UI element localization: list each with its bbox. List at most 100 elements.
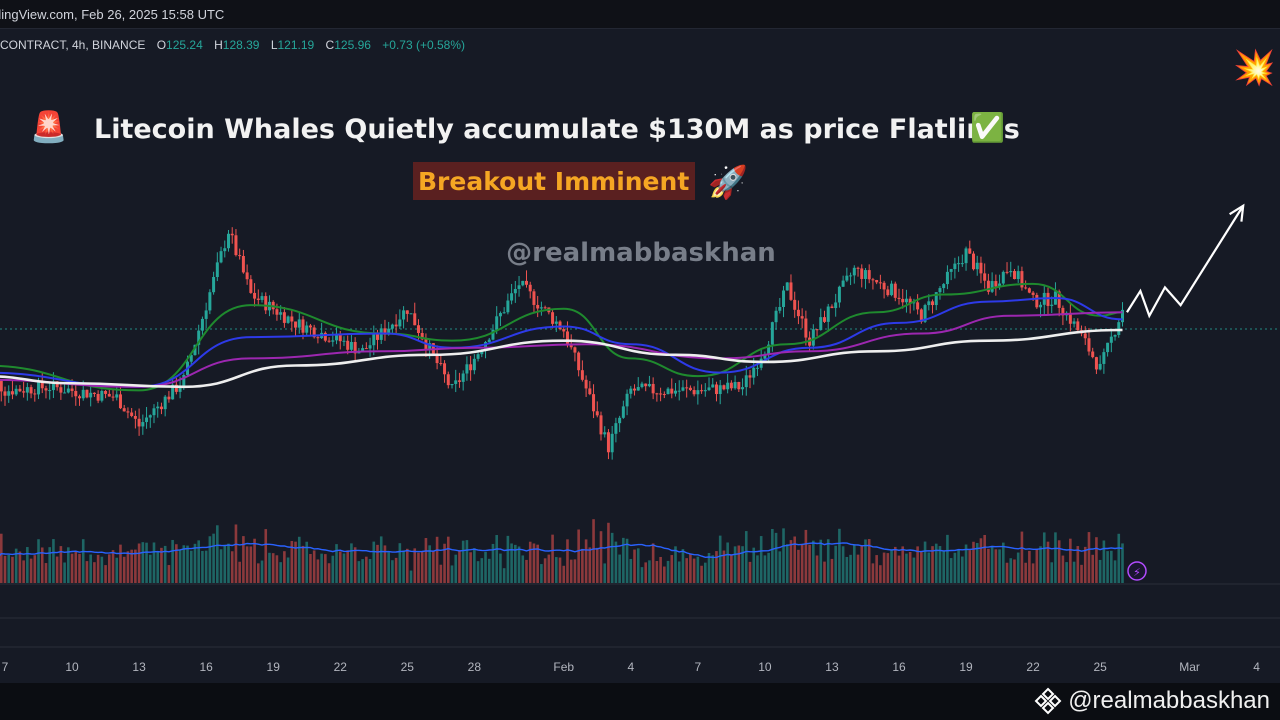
volume-bar-up xyxy=(555,557,558,583)
volume-bar-down xyxy=(394,557,398,583)
candle-up xyxy=(890,283,894,296)
candle-up xyxy=(603,432,607,435)
volume-bar-up xyxy=(912,557,916,583)
volume-bar-down xyxy=(566,539,569,583)
volume-bar-down xyxy=(893,546,897,583)
candlestick-chart[interactable]: 7 10 13 16 19 22 25 28 Feb 4 7 10 13 16 19 22 25 Mar 4 CON… xyxy=(0,28,1280,683)
candle-up xyxy=(640,383,644,388)
volume-bar-up xyxy=(636,548,640,583)
candle-up xyxy=(681,387,685,391)
candle-up xyxy=(200,318,204,331)
volume-bar-down xyxy=(134,549,137,583)
candle-down xyxy=(111,396,115,398)
volume-bar-up xyxy=(89,554,92,583)
candle-down xyxy=(908,298,912,304)
candle-down xyxy=(78,396,81,399)
volume-bar-up xyxy=(864,539,867,583)
candle-up xyxy=(465,364,469,374)
candle-down xyxy=(592,394,596,412)
volume-bar-up xyxy=(398,543,402,583)
volume-bar-down xyxy=(446,536,450,583)
volume-bar-down xyxy=(1083,546,1087,583)
candle-down xyxy=(882,282,886,290)
x-tick-label: 10 xyxy=(758,660,772,674)
volume-bar-up xyxy=(677,561,681,583)
volume-bar-up xyxy=(521,555,525,583)
candle-down xyxy=(18,388,22,392)
binance-logo-icon xyxy=(1034,687,1062,715)
candle-down xyxy=(327,340,331,342)
candle-down xyxy=(264,296,268,311)
candle-up xyxy=(1039,304,1043,308)
watermark: @realmabbaskhan xyxy=(506,238,776,268)
volume-bar-up xyxy=(115,557,119,583)
volume-bar-up xyxy=(216,525,219,583)
candle-up xyxy=(841,280,845,287)
candle-up xyxy=(912,302,916,304)
ma-line-3 xyxy=(0,311,1123,388)
volume-bar-down xyxy=(797,549,800,583)
volume-bar-down xyxy=(40,547,44,583)
projection-arrow xyxy=(1126,203,1245,319)
volume-bar-up xyxy=(454,554,458,583)
candle-up xyxy=(677,390,681,392)
candle-up xyxy=(826,306,830,322)
volume-bar-down xyxy=(562,565,566,583)
footer-bar: @realmabbaskhan xyxy=(0,683,1280,720)
candle-down xyxy=(301,319,305,333)
volume-bar-down xyxy=(1091,554,1094,583)
volume-bar-up xyxy=(707,553,711,583)
candle-up xyxy=(849,275,853,277)
x-tick-label: 16 xyxy=(199,660,213,674)
volume-bar-down xyxy=(469,552,472,583)
volume-bar-down xyxy=(3,555,7,583)
volume-bar-up xyxy=(614,541,618,583)
candle-down xyxy=(830,306,834,309)
candle-up xyxy=(614,423,618,434)
volume-bar-down xyxy=(33,555,37,583)
candle-up xyxy=(763,353,767,359)
candle-down xyxy=(983,273,987,281)
candle-down xyxy=(353,341,357,354)
candle-down xyxy=(55,381,59,388)
candle-down xyxy=(692,390,696,395)
candle-down xyxy=(1094,357,1098,370)
candle-down xyxy=(241,255,245,273)
volume-bar-up xyxy=(674,546,677,583)
candle-up xyxy=(819,317,823,330)
candle-down xyxy=(685,387,689,389)
volume-bar-down xyxy=(651,543,655,583)
candle-up xyxy=(491,329,495,340)
volume-bar-down xyxy=(543,558,547,583)
volume-bar-down xyxy=(70,553,74,583)
candle-up xyxy=(845,275,849,281)
candle-up xyxy=(398,319,402,327)
volume-bar-up xyxy=(696,556,700,583)
candle-down xyxy=(588,388,592,395)
volume-bar-up xyxy=(182,545,186,583)
candle-down xyxy=(174,384,178,392)
candle-up xyxy=(1106,342,1110,353)
candle-up xyxy=(945,271,949,285)
candle-down xyxy=(245,272,249,280)
volume-bar-down xyxy=(968,550,972,583)
volume-bar-up xyxy=(853,544,856,583)
volume-bar-down xyxy=(275,555,279,583)
volume-bar-up xyxy=(1106,551,1109,583)
candle-down xyxy=(886,289,890,296)
candle-down xyxy=(420,332,424,340)
volume-bar-down xyxy=(871,563,875,583)
chart-area[interactable]: 7 10 13 16 19 22 25 28 Feb 4 7 10 13 16 19 22 25 Mar 4 CON… xyxy=(0,28,1280,683)
volume-bars xyxy=(0,519,1124,583)
candle-down xyxy=(595,411,599,416)
volume-bar-up xyxy=(178,549,182,583)
x-tick-label: 19 xyxy=(959,660,973,674)
volume-bar-up xyxy=(152,542,156,583)
indicator-badge[interactable] xyxy=(1127,561,1147,581)
volume-bar-down xyxy=(245,546,249,583)
volume-bar-down xyxy=(692,558,696,583)
volume-bar-up xyxy=(361,559,364,583)
siren-icon: 🚨 xyxy=(30,109,67,144)
volume-bar-up xyxy=(629,558,633,583)
candle-up xyxy=(141,422,145,427)
